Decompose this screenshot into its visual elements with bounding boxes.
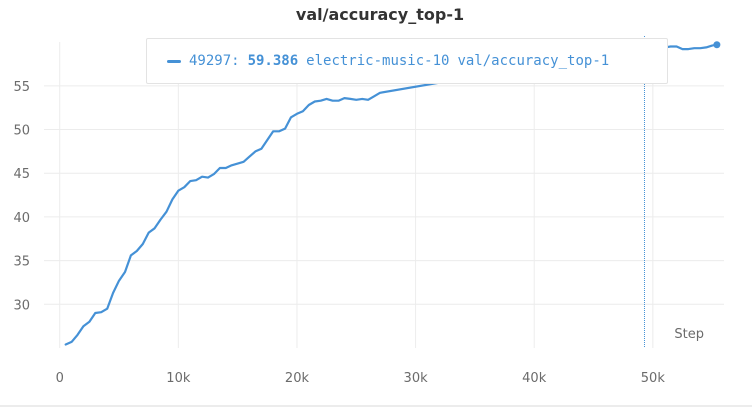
chart-title: val/accuracy_top-1	[296, 5, 464, 24]
y-tick-label: 50	[13, 124, 30, 139]
series-color-swatch	[167, 59, 181, 63]
x-tick-label: 50k	[641, 371, 666, 386]
series-layer[interactable]	[64, 43, 719, 346]
hover-tooltip: 49297: 59.386 electric-music-10 val/accu…	[146, 38, 668, 84]
y-tick-label: 40	[13, 211, 30, 226]
tooltip-step: 49297:	[189, 53, 240, 69]
series-line[interactable]	[64, 43, 719, 346]
y-tick-label: 55	[13, 80, 30, 95]
x-tick-label: 40k	[522, 371, 547, 386]
tooltip-metric: val/accuracy_top-1	[457, 53, 610, 69]
axes: 30 35 40 45 50 55 0 10k 20k 30k 40k 50k	[0, 80, 752, 407]
tooltip-run-name: electric-music-10	[306, 53, 450, 69]
y-tick-label: 35	[13, 255, 30, 270]
tooltip-value: 59.386	[247, 53, 299, 69]
x-tick-label: 30k	[404, 371, 429, 386]
y-tick-label: 45	[13, 167, 30, 182]
series-end-point	[713, 41, 721, 49]
x-tick-label: 20k	[285, 371, 310, 386]
x-tick-label: 10k	[166, 371, 191, 386]
y-tick-label: 30	[13, 298, 30, 313]
x-axis-label: Step	[674, 327, 704, 342]
grid	[44, 42, 724, 348]
x-tick-label: 0	[56, 371, 64, 386]
